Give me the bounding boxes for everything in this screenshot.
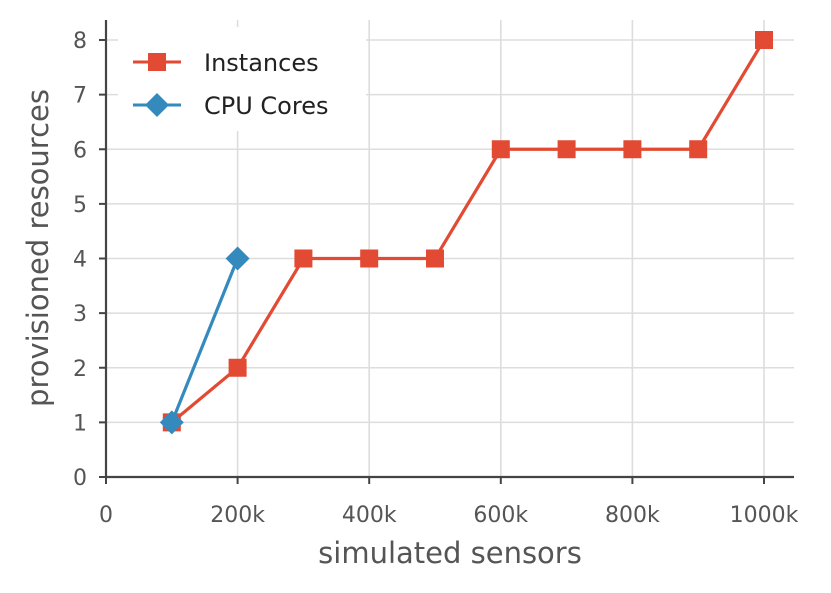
x-tick-label: 600k — [473, 503, 528, 528]
y-tick-label: 7 — [73, 84, 87, 109]
x-tick-label: 400k — [342, 503, 397, 528]
data-point — [294, 249, 313, 268]
y-axis-label: provisioned resources — [21, 89, 55, 407]
data-point — [755, 31, 773, 49]
legend-label-cpu-cores: CPU Cores — [204, 92, 328, 120]
x-axis-label: simulated sensors — [318, 536, 582, 570]
y-tick-label: 0 — [73, 466, 87, 491]
data-point — [159, 410, 184, 435]
axes — [104, 20, 794, 479]
legend-marker-diamond-icon — [145, 93, 169, 117]
y-tick-label: 6 — [73, 138, 87, 163]
y-tick-label: 1 — [73, 411, 87, 436]
data-point — [689, 140, 708, 159]
x-tick-label: 800k — [605, 503, 660, 528]
data-point — [225, 246, 250, 271]
legend-marker-square-icon — [148, 53, 166, 71]
x-tick-label: 1000k — [730, 503, 799, 528]
data-point — [491, 140, 510, 159]
series-cpu-cores — [159, 246, 250, 435]
ticks: 0 200k 400k 600k 800k 1000k 0 1 2 3 4 5 6 7 8 — [73, 29, 799, 528]
y-tick-label: 3 — [73, 302, 87, 327]
data-point — [228, 358, 247, 377]
legend-label-instances: Instances — [204, 49, 319, 77]
x-tick-label: 200k — [210, 503, 265, 528]
y-tick-label: 2 — [73, 357, 87, 382]
data-point — [360, 249, 379, 268]
data-point — [557, 140, 576, 159]
legend: Instances CPU Cores — [118, 27, 366, 131]
data-point — [623, 140, 642, 159]
data-point — [426, 249, 444, 268]
y-tick-label: 8 — [73, 29, 87, 54]
x-tick-label: 0 — [99, 503, 113, 528]
y-tick-label: 5 — [73, 193, 87, 218]
y-tick-label: 4 — [73, 248, 87, 273]
series-line — [170, 39, 766, 424]
series — [159, 31, 773, 435]
series-line — [170, 257, 240, 423]
